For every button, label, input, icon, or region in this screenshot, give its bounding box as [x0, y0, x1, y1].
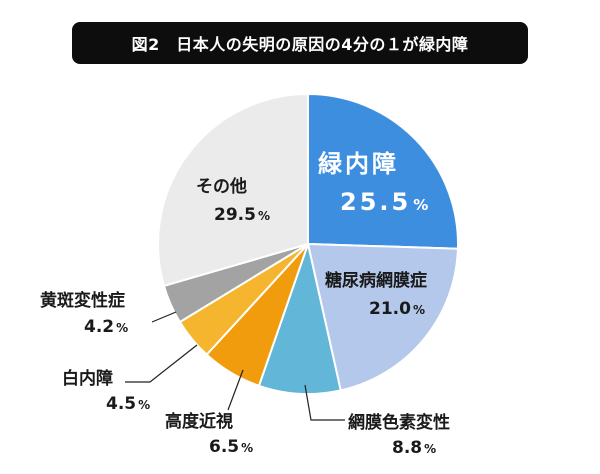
slice-value-4: 4.5%: [106, 394, 150, 414]
slice-label-2: 網膜色素変性: [348, 412, 450, 433]
leader-line-2: [304, 384, 345, 421]
pie-slice-6: [157, 92, 309, 288]
slice-value-6: 29.5%: [214, 205, 270, 225]
slice-label-5: 黄斑変性症: [40, 290, 125, 311]
slice-label-6: その他: [196, 176, 247, 197]
pie-slice-2: [257, 240, 342, 395]
pie-slice-0: [307, 92, 459, 250]
slice-value-3: 6.5%: [209, 437, 253, 457]
slice-label-1: 糖尿病網膜症: [325, 270, 427, 291]
slice-label-0: 緑内障: [318, 150, 399, 178]
slice-value-2: 8.8%: [392, 438, 436, 458]
slice-label-4: 白内障: [62, 368, 113, 389]
slice-value-0: 25.5%: [340, 188, 431, 216]
pie-slice-1: [306, 242, 459, 392]
slice-label-3: 高度近視: [165, 411, 233, 432]
slice-value-1: 21.0%: [369, 299, 425, 319]
leader-line-5: [151, 311, 177, 323]
leader-line-3: [227, 369, 244, 411]
slice-value-5: 4.2%: [84, 317, 128, 337]
leader-line-4: [125, 344, 198, 383]
chart-title: 図2 日本人の失明の原因の4分の１が緑内障: [72, 22, 528, 64]
